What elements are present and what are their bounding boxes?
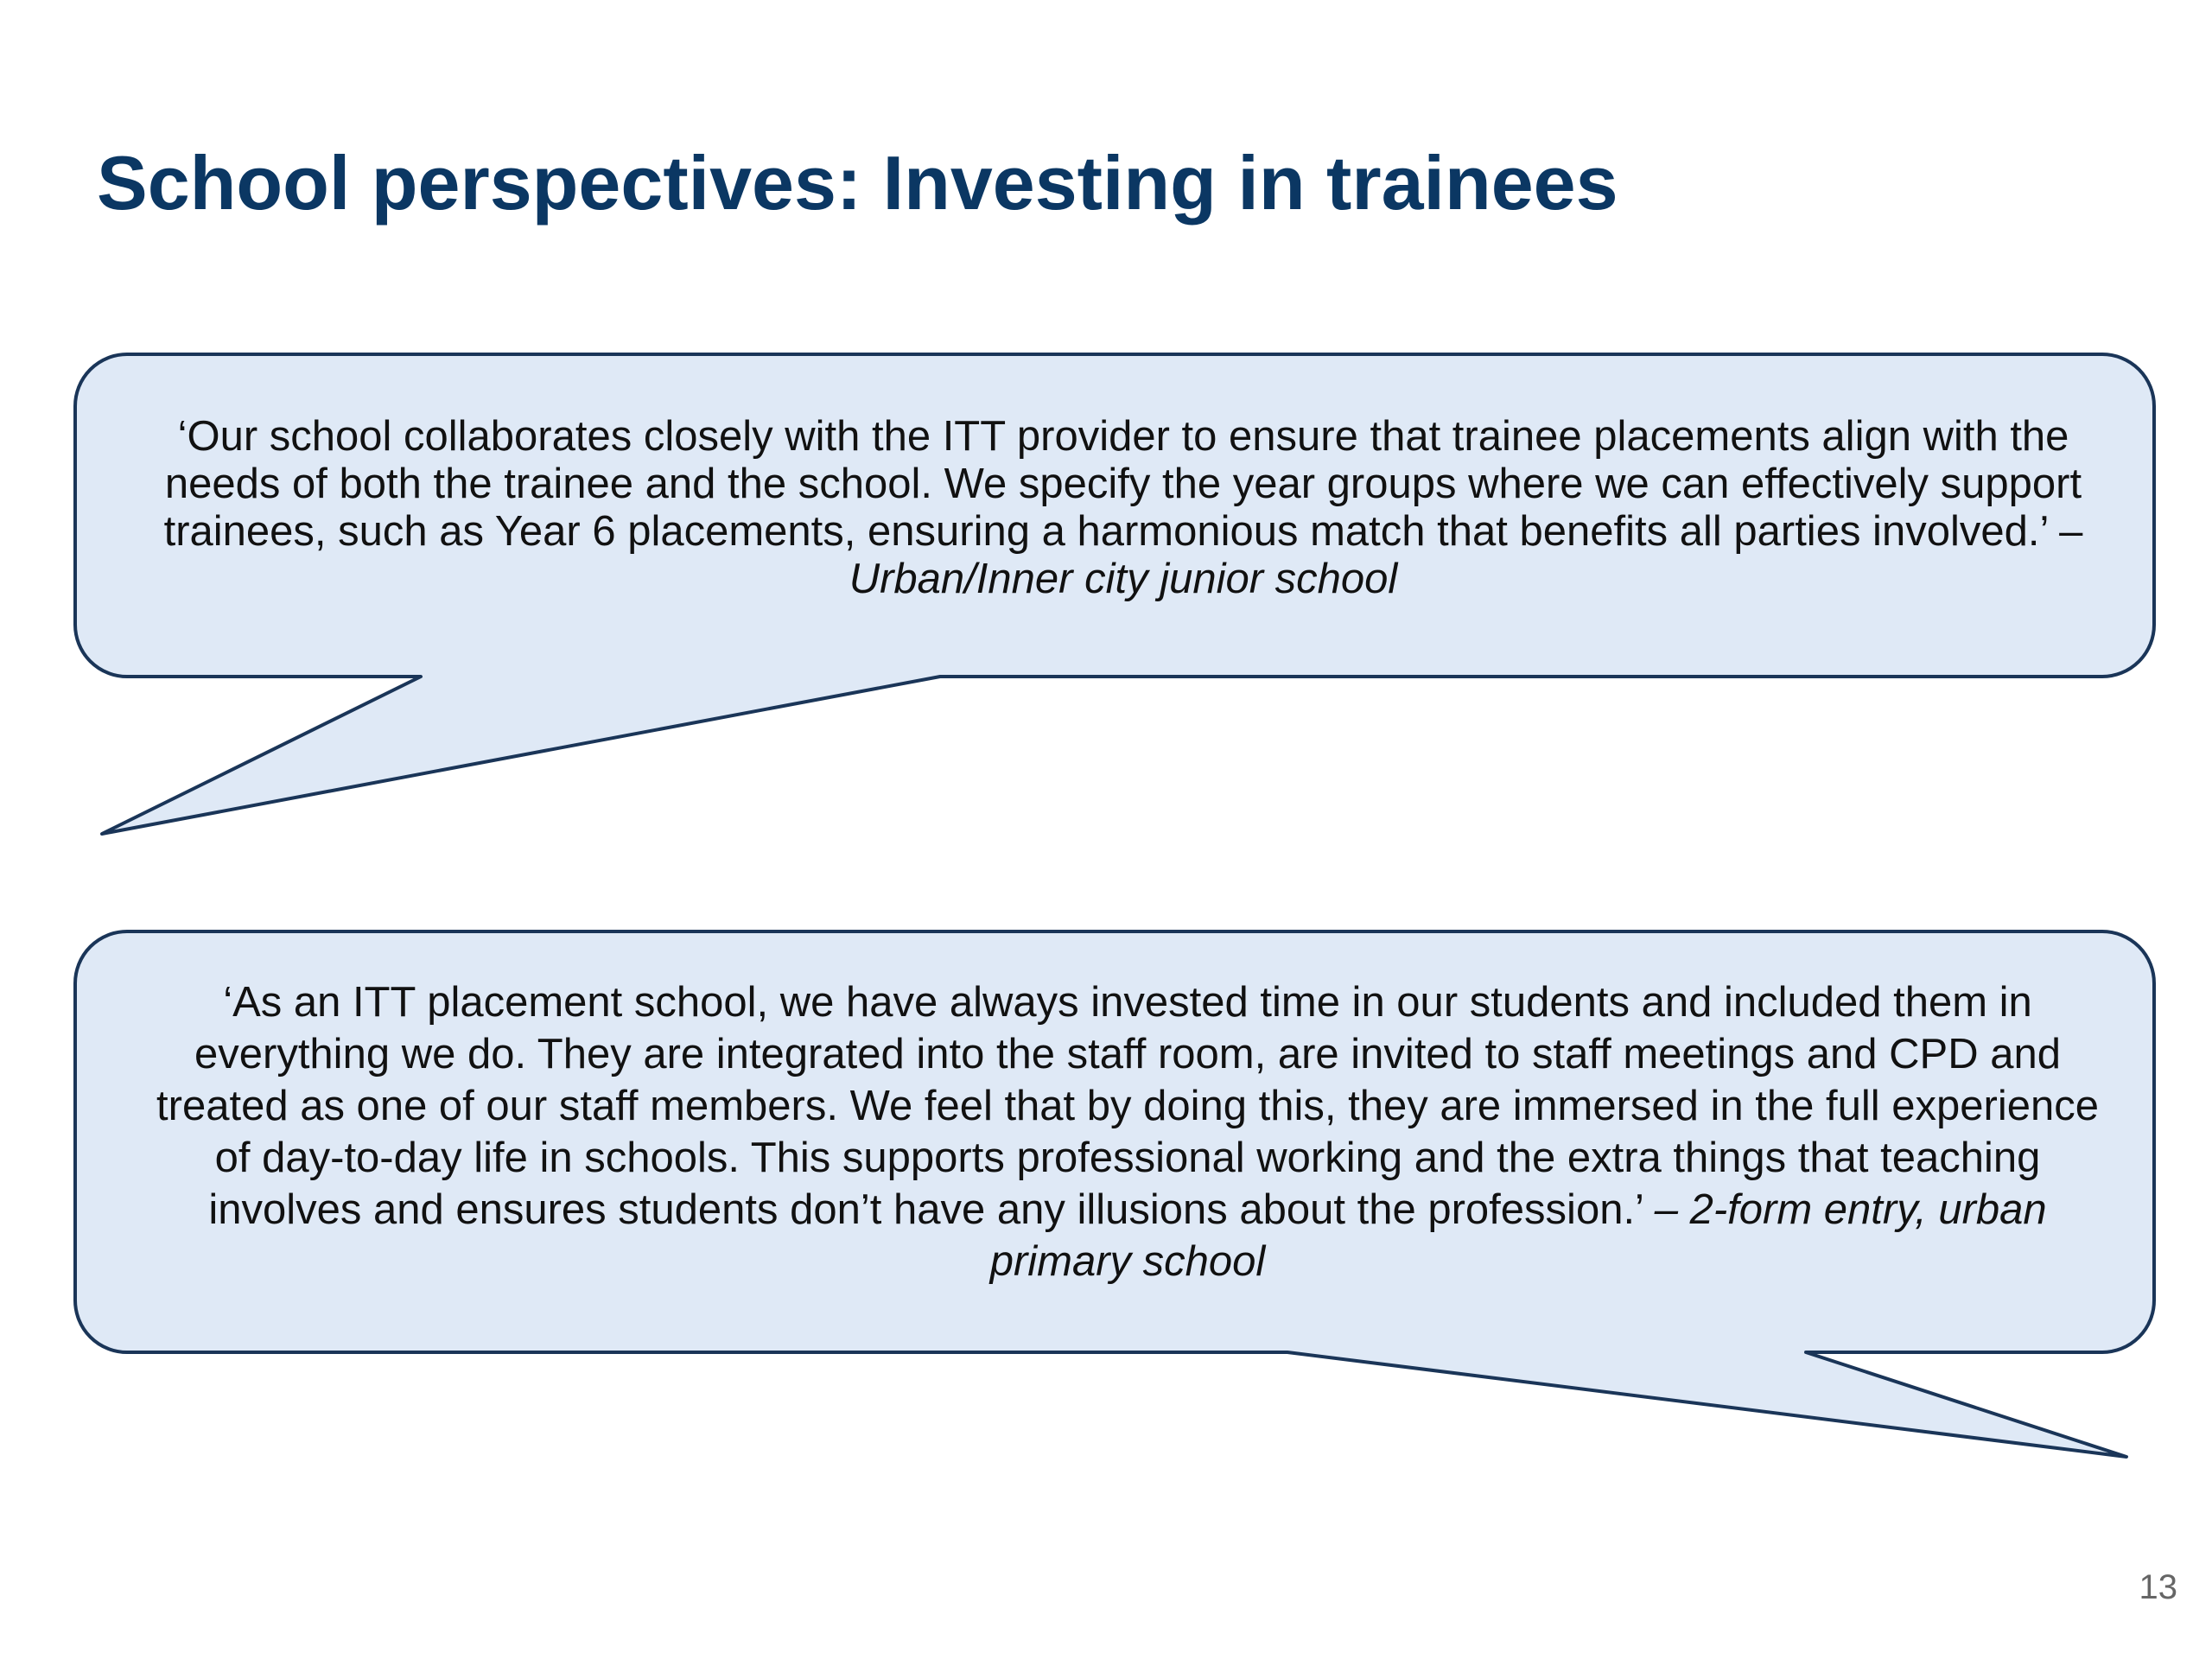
page-number: 13 — [2139, 1568, 2178, 1606]
speech-bubble-2-shape — [73, 930, 2156, 1459]
speech-bubble-1-shape — [73, 353, 2156, 836]
quote-2-attribution: – 2-form entry, urban primary school — [989, 1186, 2047, 1285]
slide-title: School perspectives: Investing in traine… — [97, 140, 1618, 226]
quote-1-attribution: Urban/Inner city junior school — [849, 556, 1398, 602]
quote-2-text: ‘As an ITT placement school, we have alw… — [156, 979, 2099, 1233]
quote-1-text: ‘Our school collaborates closely with th… — [163, 413, 2083, 555]
quote-2: ‘As an ITT placement school, we have alw… — [147, 976, 2108, 1287]
quote-1: ‘Our school collaborates closely with th… — [130, 413, 2117, 603]
